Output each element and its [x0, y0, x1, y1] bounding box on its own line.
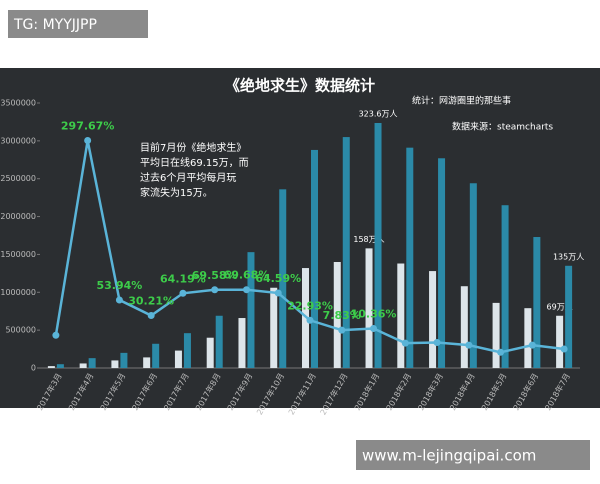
bar: [565, 265, 573, 368]
value-label: 30.21%: [128, 295, 174, 308]
point: [433, 338, 441, 346]
bar: [365, 248, 373, 368]
chart-title: 《绝地求生》数据统计: [225, 77, 375, 95]
point: [560, 345, 568, 353]
note-line: 平均日在线69.15万，而: [140, 156, 249, 169]
point: [528, 341, 536, 349]
bar: [438, 158, 446, 368]
bar: [206, 337, 214, 368]
point: [242, 286, 250, 294]
bar: [469, 183, 477, 368]
bar: [524, 308, 532, 368]
value-label: 158万人: [353, 235, 384, 244]
point: [370, 325, 378, 333]
watermark-box: [356, 440, 590, 470]
bar: [47, 366, 55, 368]
bar: [460, 286, 468, 368]
bar: [397, 263, 405, 368]
bar: [183, 333, 191, 368]
watermark: TG: MYYJJPP: [13, 17, 97, 33]
point: [401, 339, 409, 347]
y-tick-label: 0: [31, 364, 36, 373]
note: 目前7月份《绝地求生》 平均日在线69.15万，而 过去6个月平均每月玩 家流失…: [140, 141, 249, 199]
bar: [501, 205, 509, 368]
y-tick-label: 3500000: [0, 99, 36, 108]
y-tick-label: 500000: [5, 326, 36, 335]
credit: 统计：网游圈里的那些事: [412, 95, 511, 107]
bar: [374, 122, 382, 368]
bar: [111, 360, 119, 368]
y-tick-label: 1500000: [0, 250, 36, 259]
point: [306, 316, 314, 324]
bar: [56, 364, 64, 368]
bar: [238, 318, 246, 368]
value-label: 69.58%: [192, 269, 238, 282]
bar: [215, 315, 223, 368]
value-label: 7.83%: [323, 309, 361, 322]
value-label: 69万人: [547, 302, 573, 311]
bar: [556, 315, 564, 368]
value-label: 64.19%: [160, 272, 206, 285]
value-label: 10.36%: [351, 308, 397, 321]
bar: [279, 189, 287, 368]
point: [52, 331, 60, 339]
note-line: 过去6个月平均每月玩: [140, 171, 236, 184]
y-tick-label: 2000000: [0, 212, 36, 221]
point: [497, 348, 505, 356]
value-label: 297.67%: [61, 120, 114, 133]
bar: [247, 252, 255, 368]
bar: [406, 147, 414, 368]
y-tick-label: 1000000: [0, 288, 36, 297]
source: 数据来源：steamcharts: [452, 121, 553, 133]
point: [465, 341, 473, 349]
note-line: 家流失为15万。: [140, 186, 213, 199]
value-label: 64.59%: [255, 272, 301, 285]
value-label: 69.68%: [224, 269, 270, 282]
bar: [492, 302, 500, 368]
note-line: 目前7月份《绝地求生》: [140, 141, 246, 154]
point: [115, 296, 123, 304]
bar: [79, 363, 87, 368]
bar: [533, 237, 541, 368]
point: [338, 326, 346, 334]
point: [274, 289, 282, 297]
bar: [120, 352, 128, 368]
watermark-box: [8, 10, 148, 38]
value-label: 53.94%: [96, 279, 142, 292]
point: [84, 137, 92, 145]
bar: [152, 343, 160, 368]
bar: [270, 287, 278, 368]
bar: [88, 358, 96, 368]
bar: [429, 271, 437, 368]
value-label: 22.93%: [287, 299, 333, 312]
watermark: www.m-lejingqipai.com: [362, 447, 536, 465]
bar: [174, 350, 182, 368]
point: [211, 286, 219, 294]
bar: [143, 357, 151, 368]
y-tick-label: 2500000: [0, 174, 36, 183]
y-tick-label: 3000000: [0, 136, 36, 145]
bar: [311, 149, 318, 368]
point: [179, 289, 187, 297]
bar: [342, 137, 350, 368]
value-label: 135万人: [553, 252, 584, 261]
value-label: 323.6万人: [359, 109, 398, 118]
point: [147, 312, 155, 320]
bar: [333, 262, 341, 368]
